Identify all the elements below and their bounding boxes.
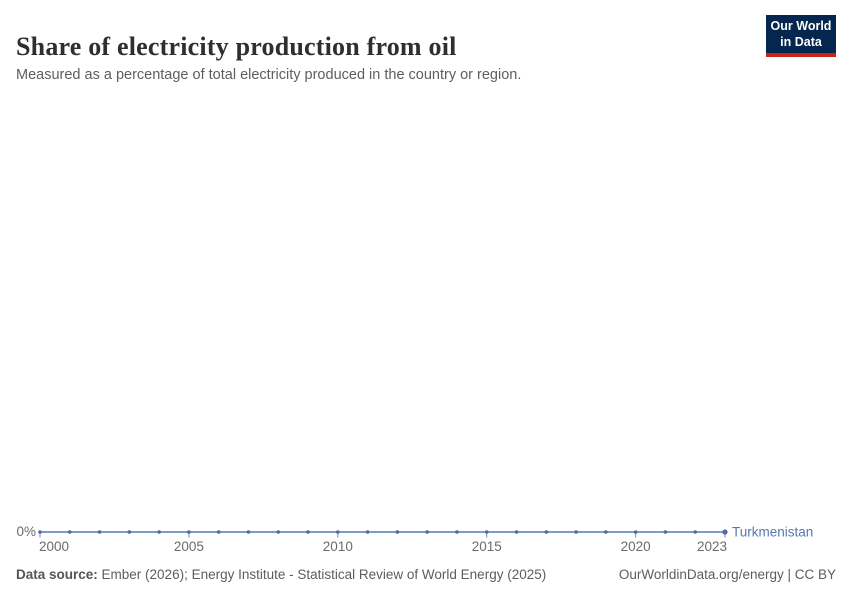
data-point[interactable] xyxy=(127,530,132,534)
data-point[interactable] xyxy=(544,530,549,534)
x-axis-tick-label: 2020 xyxy=(621,539,651,554)
chart-subtitle: Measured as a percentage of total electr… xyxy=(16,66,522,83)
data-point[interactable] xyxy=(216,530,221,534)
x-axis-tick-label: 2005 xyxy=(174,539,204,554)
data-point[interactable] xyxy=(633,530,638,534)
page-title: Share of electricity production from oil xyxy=(16,32,457,62)
owid-logo-line1: Our World xyxy=(770,19,832,33)
data-point[interactable] xyxy=(574,530,578,534)
data-point[interactable] xyxy=(395,530,400,534)
data-point[interactable] xyxy=(157,530,161,534)
data-source-note: Data source: Ember (2026); Energy Instit… xyxy=(16,567,546,582)
data-point[interactable] xyxy=(336,530,340,534)
y-axis-tick-label: 0% xyxy=(16,524,36,539)
data-point[interactable] xyxy=(455,530,459,534)
data-point[interactable] xyxy=(306,530,310,534)
data-point[interactable] xyxy=(276,530,281,534)
x-axis-tick-label: 2023 xyxy=(697,539,727,554)
data-point[interactable] xyxy=(246,530,251,534)
data-point[interactable] xyxy=(38,530,42,534)
x-axis-tick-label: 2010 xyxy=(323,539,353,554)
data-source-label: Data source: xyxy=(16,567,98,582)
chart-footer: Data source: Ember (2026); Energy Instit… xyxy=(16,567,836,582)
data-source-text: Ember (2026); Energy Institute - Statist… xyxy=(97,567,547,582)
data-point[interactable] xyxy=(187,530,191,534)
owid-logo-line2: in Data xyxy=(780,34,822,49)
data-point[interactable] xyxy=(365,530,370,534)
data-point[interactable] xyxy=(722,529,728,535)
entity-label[interactable]: Turkmenistan xyxy=(732,525,813,540)
data-point[interactable] xyxy=(693,530,698,534)
data-point[interactable] xyxy=(67,530,72,534)
data-point[interactable] xyxy=(97,530,102,534)
owid-license-link[interactable]: OurWorldinData.org/energy | CC BY xyxy=(618,567,836,582)
data-point[interactable] xyxy=(514,530,519,534)
data-point[interactable] xyxy=(663,530,668,534)
owid-logo[interactable]: Our World in Data xyxy=(766,15,836,58)
data-point[interactable] xyxy=(425,530,429,534)
x-axis-tick-label: 2015 xyxy=(472,539,502,554)
x-axis-tick-label: 2000 xyxy=(39,539,69,554)
data-point[interactable] xyxy=(604,530,608,534)
data-point[interactable] xyxy=(484,530,489,534)
